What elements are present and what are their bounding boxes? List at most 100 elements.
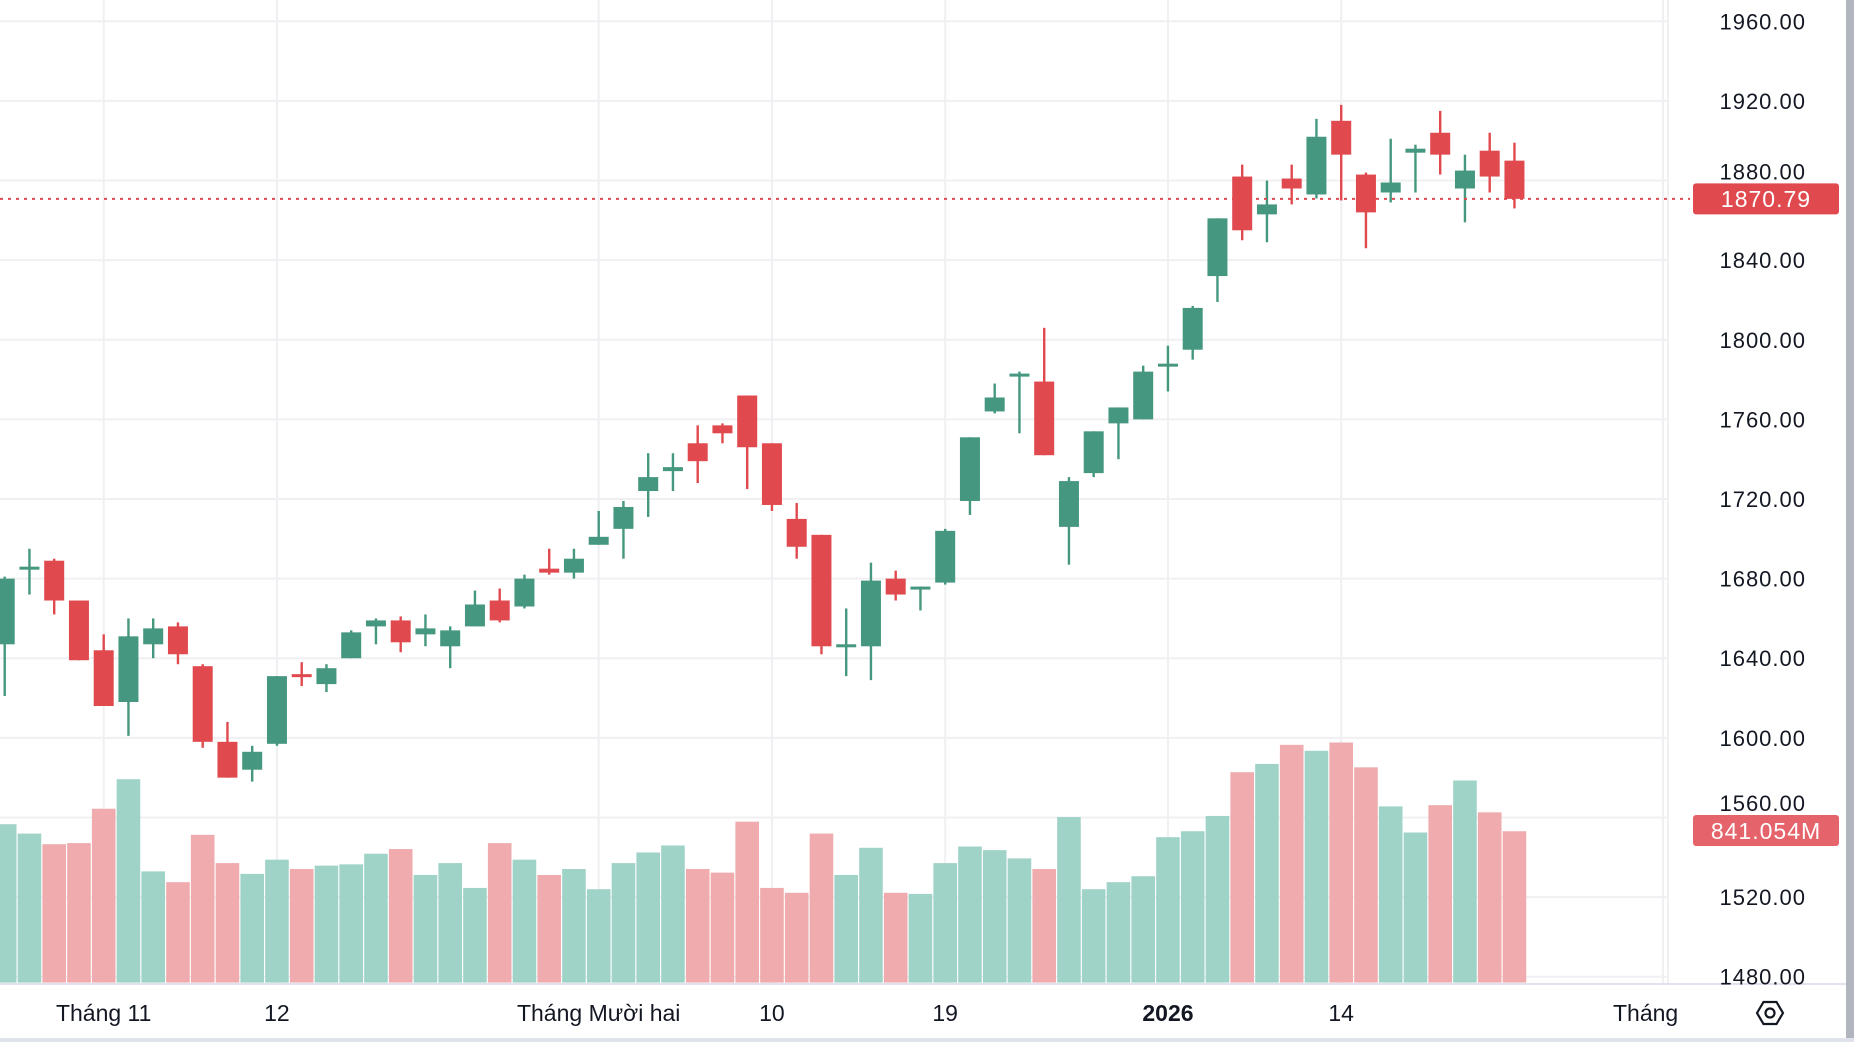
candle-body [440,630,461,647]
candle [1083,431,1104,478]
candle-body [761,443,782,505]
candle [1232,164,1253,241]
candle-body [341,632,362,659]
candle-body [638,477,659,492]
candle-body [1479,150,1500,177]
bottom-border [0,1038,1854,1042]
candle [1281,164,1302,205]
candle [390,616,411,653]
candle [1355,172,1376,249]
volume-bar [42,844,66,983]
volume-bar [91,808,116,983]
candle [514,574,535,609]
candle [712,423,733,444]
volume-bar [1156,837,1180,983]
price-tick-label: 1840.00 [1719,248,1806,273]
volume-bar [265,859,289,983]
volume-bar [661,845,685,983]
volume-bar [240,873,264,983]
volume-bar [735,821,759,983]
candle [539,548,560,575]
candle [836,608,857,677]
candle [341,630,362,659]
volume-bar [364,853,388,983]
candle-body [217,741,238,778]
price-tick-label: 1720.00 [1719,487,1806,512]
candle [93,634,114,707]
time-tick-label: Tháng 11 [56,1000,151,1026]
candle-body [0,578,15,645]
volume-bar [1007,858,1032,983]
last-price-label: 1870.79 [1693,183,1839,215]
candle-body [712,425,733,434]
candle-body [1009,373,1030,377]
candle [1430,110,1451,175]
volume-bar [1453,780,1477,983]
time-axis[interactable]: Tháng 11 12 Tháng Mười hai 10 19 2026 14 Tháng [56,1000,1678,1026]
volume-bar [141,871,165,983]
candle-body [1355,174,1376,213]
gear-icon[interactable] [1755,1000,1785,1026]
candle-body [588,536,609,545]
volume-bar [859,847,883,983]
candle [935,528,956,585]
price-tick-label: 1680.00 [1719,567,1806,592]
candle [1454,154,1475,223]
volume-bar [1230,772,1254,983]
candle [638,453,659,517]
candle-body [1281,178,1302,189]
candle-body [365,620,386,627]
volume-bar [1477,812,1502,983]
candle-body [1083,431,1104,474]
candle-body [1058,481,1079,527]
candle [737,395,758,490]
candle-body [539,568,560,573]
candle [68,600,89,661]
candle-body [266,676,287,744]
volume-bar [834,874,858,983]
candle [291,662,312,687]
volume-bar [438,863,462,983]
candle [1034,327,1055,456]
candle [1256,180,1277,243]
candle-body [44,560,65,601]
candle-body [1306,136,1327,195]
candle [440,626,461,669]
candle [464,590,485,627]
volume-bar [1205,815,1230,983]
candle-body [242,751,263,770]
candle-wick [845,608,848,677]
candle [44,558,65,615]
candle-wick [1166,345,1170,392]
candle-body [167,626,188,655]
candle-wick [671,453,675,492]
volume-bar [190,834,215,983]
candle-body [860,580,881,647]
scrollbar[interactable] [1846,0,1854,1042]
candle-body [514,578,535,607]
candle [143,618,164,659]
candle-body [1380,182,1401,193]
volume-bar [537,874,561,983]
candle-body [464,604,485,627]
volume-bar [1329,742,1353,983]
candle-body [1157,363,1178,367]
candle [1108,407,1129,460]
candle-body [1430,132,1451,155]
candle [1133,365,1154,420]
volume-bars [0,742,1527,983]
volume-bar [562,869,586,983]
volume-bar [463,887,487,983]
volume-bar [1131,876,1155,983]
volume-bar [883,892,908,983]
price-axis[interactable]: 1960.00 1920.00 1880.00 1840.00 1800.00 1760.… [1719,9,1806,989]
candle-body [1331,120,1352,155]
volume-bar [809,833,834,983]
candle-wick [1414,144,1417,193]
candle-body [959,437,980,501]
candle [0,576,15,697]
candle [316,664,337,693]
volume-bar [636,852,660,983]
candle-body [1504,160,1525,199]
